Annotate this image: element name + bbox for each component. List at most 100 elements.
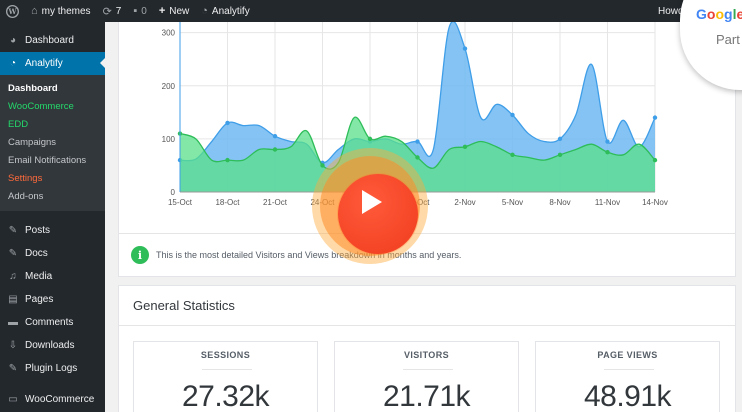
x-tick-label: 18-Oct xyxy=(215,198,240,207)
submenu-addons[interactable]: Add-ons xyxy=(8,190,44,202)
x-tick-label: 15-Oct xyxy=(168,198,193,207)
data-point xyxy=(272,147,278,152)
page-views-value: 48.91k xyxy=(583,380,672,412)
menu-comments[interactable]: ▬ Comments xyxy=(0,311,105,334)
submenu-woocommerce[interactable]: WooCommerce xyxy=(8,100,74,112)
comments-count: 0 xyxy=(141,5,147,17)
howdy-account[interactable]: Howdy xyxy=(658,0,689,22)
data-point xyxy=(510,152,515,158)
analytify-bar-link[interactable]: ◔ Analytify xyxy=(195,0,255,22)
menu-downloads[interactable]: ⇩ Downloads xyxy=(0,334,105,357)
menu-posts-label: Posts xyxy=(25,225,51,236)
data-point xyxy=(320,163,325,168)
pin-icon: ✎ xyxy=(8,248,18,259)
comment-icon: ▬ xyxy=(8,317,18,328)
x-tick-label: 21-Oct xyxy=(263,198,288,207)
series-line xyxy=(179,22,656,164)
data-point xyxy=(557,152,563,158)
menu-media-label: Media xyxy=(25,271,53,282)
data-point xyxy=(415,155,420,160)
download-icon: ⇩ xyxy=(8,340,18,351)
data-point xyxy=(367,136,373,142)
y-tick-label: 100 xyxy=(162,135,176,144)
menu-plugin-logs-label: Plugin Logs xyxy=(25,363,78,374)
visitors-label: VISITORS xyxy=(403,350,450,360)
pin-icon: ✎ xyxy=(8,363,18,374)
site-name-link[interactable]: ⌂ my themes xyxy=(25,0,97,22)
visitors-card: VISITORS 21.71k xyxy=(334,341,519,412)
x-tick-label: 5-Nov xyxy=(502,198,523,207)
general-statistics-panel: General Statistics SESSIONS 27.32k VISIT… xyxy=(118,285,736,412)
new-label: New xyxy=(169,5,190,17)
home-icon: ⌂ xyxy=(31,5,38,17)
x-tick-label: 14-Nov xyxy=(642,198,668,207)
visitors-value: 21.71k xyxy=(382,380,471,412)
video-play-button[interactable] xyxy=(312,148,428,264)
pin-icon: ✎ xyxy=(8,225,18,236)
comment-icon: ▪ xyxy=(133,5,138,17)
new-content-link[interactable]: + New xyxy=(153,0,195,22)
submenu-campaigns[interactable]: Campaigns xyxy=(8,136,57,148)
menu-comments-label: Comments xyxy=(25,317,74,328)
analytify-icon: ◔ xyxy=(9,58,17,69)
menu-pages[interactable]: ▤ Pages xyxy=(0,288,105,311)
y-tick-label: 200 xyxy=(162,82,176,91)
submenu-edd[interactable]: EDD xyxy=(8,118,29,130)
howdy-label: Howdy xyxy=(658,5,689,17)
series-area xyxy=(180,117,655,192)
info-icon: i xyxy=(131,246,149,264)
menu-plugin-logs[interactable]: ✎ Plugin Logs xyxy=(0,357,105,380)
woo-icon: ▭ xyxy=(8,394,18,405)
data-point xyxy=(605,149,610,155)
data-point xyxy=(462,144,468,150)
data-point xyxy=(272,134,278,139)
data-point xyxy=(652,157,658,163)
x-tick-label: 2-Nov xyxy=(454,198,475,207)
menu-dashboard[interactable]: ◕ Dashboard xyxy=(0,29,105,52)
data-point xyxy=(510,112,515,118)
chart-note: i This is the most detailed Visitors and… xyxy=(119,233,735,276)
analytify-bar-label: Analytify xyxy=(211,5,250,17)
partner-label: Part xyxy=(716,32,740,47)
x-tick-label: 11-Nov xyxy=(595,198,620,207)
updates-icon: ⟳ xyxy=(102,5,112,18)
menu-media[interactable]: ♫ Media xyxy=(0,265,105,288)
admin-sidebar: ◕ Dashboard ◔ Analytify Dashboard WooCom… xyxy=(0,22,105,412)
updates-link[interactable]: ⟳ 7 xyxy=(97,0,128,22)
page-views-label: PAGE VIEWS xyxy=(597,350,658,360)
menu-analytify[interactable]: ◔ Analytify xyxy=(0,52,105,75)
admin-bar: W ⌂ my themes ⟳ 7 ▪ 0 + New ◔ Analytify … xyxy=(0,0,742,22)
sessions-label: SESSIONS xyxy=(200,350,251,360)
svg-text:W: W xyxy=(7,7,17,16)
comments-link[interactable]: ▪ 0 xyxy=(127,0,152,22)
updates-count: 7 xyxy=(115,5,122,17)
stats-title: General Statistics xyxy=(119,286,735,326)
data-point xyxy=(462,46,468,51)
menu-dashboard-label: Dashboard xyxy=(25,35,74,46)
data-point xyxy=(652,115,658,120)
dashboard-icon: ◕ xyxy=(9,35,17,46)
menu-woocommerce-label: WooCommerce xyxy=(25,394,95,405)
play-icon xyxy=(362,190,382,214)
menu-downloads-label: Downloads xyxy=(25,340,75,351)
submenu-email-notifications[interactable]: Email Notifications xyxy=(8,154,87,166)
media-icon: ♫ xyxy=(9,271,17,282)
y-tick-label: 300 xyxy=(162,29,176,38)
site-name: my themes xyxy=(41,5,91,17)
data-point xyxy=(415,139,420,144)
wp-logo-icon[interactable]: W xyxy=(0,0,25,22)
menu-woocommerce[interactable]: ▭ WooCommerce xyxy=(0,388,105,411)
page-views-card: PAGE VIEWS 48.91k xyxy=(535,341,720,412)
submenu-dashboard[interactable]: Dashboard xyxy=(8,82,58,94)
plus-icon: + xyxy=(158,5,166,17)
data-point xyxy=(605,139,610,144)
menu-pages-label: Pages xyxy=(25,294,54,305)
menu-posts[interactable]: ✎ Posts xyxy=(0,219,105,242)
data-point xyxy=(557,136,563,142)
visitors-chart-panel: 010020030015-Oct18-Oct21-Oct24-Oct27-Oct… xyxy=(118,22,736,277)
visitors-views-chart: 010020030015-Oct18-Oct21-Oct24-Oct27-Oct… xyxy=(162,22,668,207)
chart-note-text: This is the most detailed Visitors and V… xyxy=(156,250,462,260)
submenu-settings[interactable]: Settings xyxy=(8,172,43,184)
main-content: 010020030015-Oct18-Oct21-Oct24-Oct27-Oct… xyxy=(105,22,742,412)
menu-docs[interactable]: ✎ Docs xyxy=(0,242,105,265)
